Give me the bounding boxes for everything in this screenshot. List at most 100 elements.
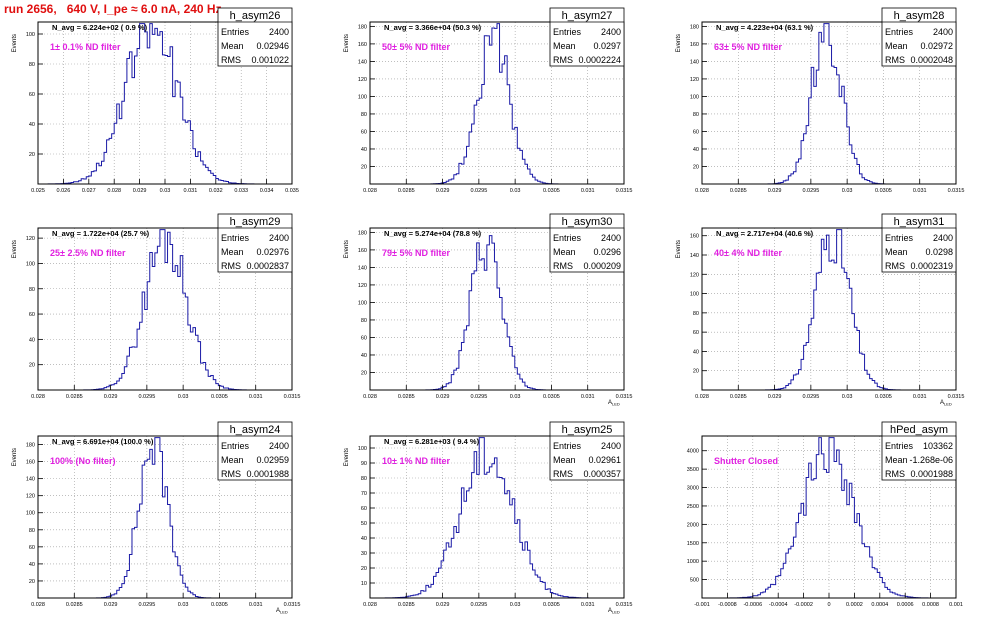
x-tick-label: 0.0285 (66, 394, 83, 400)
y-tick-label: 140 (690, 253, 699, 259)
x-tick-label: 0.028 (695, 394, 709, 400)
plot-frame (701, 21, 957, 185)
stats-value: 2400 (269, 27, 289, 37)
stats-box (549, 213, 625, 273)
x-tick-label: 0.026 (57, 188, 71, 194)
x-tick-label: 0.03 (842, 188, 853, 194)
x-tick-label: 0.0285 (398, 188, 415, 194)
histogram-name: h_asym28 (894, 10, 945, 22)
stats-box (217, 213, 293, 273)
y-axis-label: Events (344, 34, 350, 52)
y-tick-label: 140 (26, 477, 35, 483)
histogram-name: h_asym31 (894, 216, 945, 228)
x-tick-label: 0.028 (363, 602, 377, 608)
stats-label: Mean (553, 455, 576, 465)
stats-label: Entries (885, 441, 914, 451)
y-tick-label: 80 (29, 287, 35, 293)
y-tick-label: 60 (693, 330, 699, 336)
y-tick-label: 80 (29, 62, 35, 68)
x-tick-label: 0.0295 (470, 602, 487, 608)
x-tick-label: 0.0008 (922, 602, 939, 608)
x-tick-label: 0.0315 (284, 602, 301, 608)
x-tick-label: 0.0285 (398, 394, 415, 400)
y-tick-label: 100 (358, 446, 367, 452)
x-tick-label: 0.0315 (616, 188, 633, 194)
stats-box (881, 213, 957, 273)
plot-frame (37, 435, 293, 599)
y-tick-label: 20 (29, 579, 35, 585)
y-tick-label: 100 (26, 32, 35, 38)
filter-annotation: 40± 4% ND filter (714, 248, 782, 258)
stats-value: 0.0002319 (910, 261, 953, 271)
y-axis-label: Events (12, 34, 18, 52)
stats-label: Entries (221, 441, 250, 451)
stats-value: 0.0002224 (578, 55, 621, 65)
histogram-steps (702, 437, 956, 599)
y-tick-label: 60 (361, 506, 367, 512)
stats-label: Entries (221, 233, 250, 243)
y-tick-label: 40 (29, 337, 35, 343)
y-tick-label: 60 (361, 335, 367, 341)
x-tick-label: 0.03 (510, 188, 521, 194)
y-tick-label: 120 (26, 236, 35, 242)
y-tick-label: 180 (26, 443, 35, 449)
x-tick-label: 0.0285 (66, 602, 83, 608)
histogram-h_asym25: 0.028 0.0285 0.029 0.0295 0.03 0.0305 0.031 0.0… (344, 421, 632, 615)
x-tick-label: 0.0285 (398, 602, 415, 608)
x-tick-label: 0.028 (31, 602, 45, 608)
histogram-h_asym29: 0.028 0.0285 0.029 0.0295 0.03 0.0305 0.031 0.0… (12, 213, 300, 400)
stats-value: 0.0002837 (246, 261, 289, 271)
stats-value: 0.0001988 (910, 469, 953, 479)
x-tick-label: 0.03 (510, 394, 521, 400)
stats-label: Mean (221, 41, 244, 51)
y-tick-label: 100 (358, 300, 367, 306)
y-tick-label: 80 (693, 112, 699, 118)
plot-frame (37, 227, 293, 391)
x-tick-label: 0.03 (842, 394, 853, 400)
filter-annotation: 10± 1% ND filter (382, 456, 450, 466)
x-tick-label: 0.029 (768, 188, 782, 194)
x-tick-label: 0.032 (209, 188, 223, 194)
x-tick-label: 0.028 (31, 394, 45, 400)
histogram-h_asym27: 0.028 0.0285 0.029 0.0295 0.03 0.0305 0.031 0.0… (344, 7, 633, 194)
histogram-hPed_asym: -0.001 -0.0008 -0.0006 -0.0004 -0.0002 0 0.000… (687, 421, 963, 608)
stats-value: 0.02959 (256, 455, 289, 465)
histogram-h_asym30: 0.028 0.0285 0.029 0.0295 0.03 0.0305 0.031 0.0… (344, 213, 632, 407)
stats-label: RMS (221, 55, 241, 65)
y-tick-label: 20 (29, 363, 35, 369)
stats-label: Mean (885, 247, 908, 257)
stats-box (549, 421, 625, 481)
y-axis-label: Events (12, 448, 18, 466)
x-axis-label-sub: LED (280, 610, 288, 615)
y-tick-label: 160 (26, 460, 35, 466)
x-tick-label: 0.0285 (730, 188, 747, 194)
navg-label: N_avg = 4.223e+04 (63.1 %) (716, 23, 814, 32)
stats-value: 2400 (601, 233, 621, 243)
histogram-name: h_asym27 (562, 10, 613, 22)
histogram-name: hPed_asym (890, 424, 948, 436)
stats-box (881, 7, 957, 67)
navg-label: N_avg = 1.722e+04 (25.7 %) (52, 229, 150, 238)
x-tick-label: 0.027 (82, 188, 96, 194)
stats-label: RMS (221, 469, 241, 479)
x-tick-label: 0.0315 (948, 394, 965, 400)
x-tick-label: 0.031 (249, 394, 263, 400)
x-tick-label: 0.03 (160, 188, 171, 194)
plot-frame (369, 435, 625, 599)
stats-value: 103362 (923, 441, 953, 451)
stats-value: 0.0002048 (910, 55, 953, 65)
stats-value: 0.0297 (593, 41, 621, 51)
stats-label: Mean (553, 41, 576, 51)
y-tick-label: 30 (361, 551, 367, 557)
y-axis-label: Events (12, 240, 18, 258)
stats-value: 0.000357 (583, 469, 621, 479)
x-tick-label: -0.0002 (794, 602, 813, 608)
y-tick-label: 140 (358, 265, 367, 271)
stats-value: 0.0001988 (246, 469, 289, 479)
y-tick-label: 20 (693, 369, 699, 375)
stats-value: 2400 (269, 233, 289, 243)
y-tick-label: 40 (361, 353, 367, 359)
filter-annotation: 1± 0.1% ND filter (50, 42, 121, 52)
y-tick-label: 160 (358, 248, 367, 254)
x-tick-label: 0.0295 (802, 394, 819, 400)
